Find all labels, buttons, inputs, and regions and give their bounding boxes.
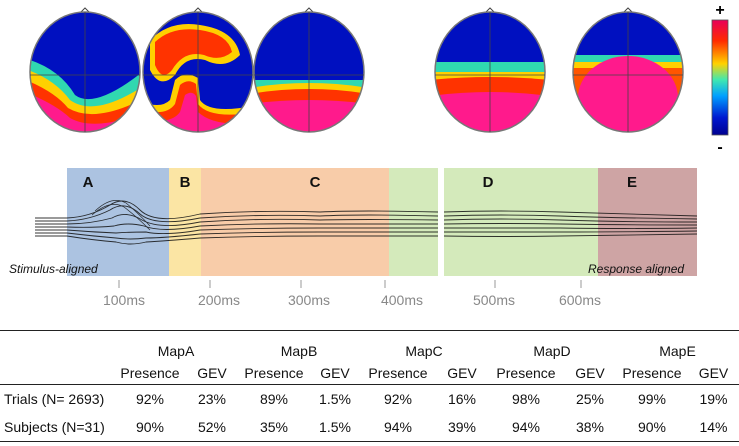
table-cell: 90% (616, 413, 688, 442)
tick-label-200ms: 200ms (198, 292, 240, 308)
table-cell: 25% (564, 384, 616, 413)
topomap-e (572, 7, 684, 133)
time-segments (67, 168, 697, 276)
subheader-row: Presence GEV Presence GEV Presence GEV P… (0, 362, 739, 385)
table-cell: 35% (238, 413, 310, 442)
map-header-d: MapD (488, 330, 616, 362)
color-scale-minus: - (717, 139, 722, 156)
time-axis: 100ms 200ms 300ms 400ms 500ms 600ms (103, 280, 601, 308)
subheader-presence: Presence (244, 365, 304, 381)
map-header-e: MapE (616, 330, 739, 362)
table-cell: 1.5% (310, 413, 360, 442)
color-scale-bar (711, 19, 729, 136)
subheader-gev: GEV (575, 365, 605, 381)
segment-label-d: D (483, 174, 494, 191)
tick-label-300ms: 300ms (288, 292, 330, 308)
segment-label-c: C (310, 174, 321, 191)
empty-corner (0, 330, 114, 362)
color-scale: + - (711, 2, 729, 156)
subheader-gev: GEV (447, 365, 477, 381)
segment-label-e: E (627, 174, 637, 191)
row-label-subjects: Subjects (N=31) (0, 413, 114, 442)
tick-label-500ms: 500ms (473, 292, 515, 308)
results-table: MapA MapB MapC MapD MapE Presence GEV Pr… (0, 330, 739, 442)
tick-label-400ms: 400ms (381, 292, 423, 308)
subheader-presence: Presence (120, 365, 180, 381)
topomap-d (434, 7, 546, 133)
table-cell: 90% (114, 413, 186, 442)
segment-d-band (444, 168, 598, 276)
table-cell: 1.5% (310, 384, 360, 413)
map-header-a: MapA (114, 330, 238, 362)
table-cell: 94% (360, 413, 436, 442)
table-cell: 89% (238, 384, 310, 413)
response-aligned-label: Response aligned (588, 262, 684, 276)
table-cell: 94% (488, 413, 564, 442)
table-cell: 52% (186, 413, 238, 442)
table-cell: 92% (114, 384, 186, 413)
row-label-trials: Trials (N= 2693) (0, 384, 114, 413)
segment-c-band (201, 168, 389, 276)
erp-waveforms-response (443, 210, 698, 237)
table-cell: 92% (360, 384, 436, 413)
table-cell: 16% (436, 384, 488, 413)
table-cell: 38% (564, 413, 616, 442)
subheader-gev: GEV (197, 365, 227, 381)
table-cell: 19% (688, 384, 739, 413)
subheader-gev: GEV (698, 365, 729, 381)
segment-b-band (169, 168, 201, 276)
segment-c-green-band (389, 168, 438, 276)
table-cell: 14% (688, 413, 739, 442)
map-header-c: MapC (360, 330, 488, 362)
segment-label-b: B (180, 174, 191, 191)
tick-label-600ms: 600ms (559, 292, 601, 308)
table-row: Subjects (N=31) 90% 52% 35% 1.5% 94% 39%… (0, 413, 739, 442)
subheader-presence: Presence (622, 365, 682, 381)
map-header-b: MapB (238, 330, 360, 362)
topomap-c (253, 7, 365, 133)
stimulus-aligned-label: Stimulus-aligned (9, 262, 98, 276)
table-cell: 99% (616, 384, 688, 413)
segment-label-a: A (83, 174, 94, 191)
subheader-presence: Presence (368, 365, 428, 381)
color-scale-plus: + (715, 2, 724, 19)
tick-label-100ms: 100ms (103, 292, 145, 308)
subheader-presence: Presence (496, 365, 556, 381)
subheader-gev: GEV (320, 365, 350, 381)
table-cell: 23% (186, 384, 238, 413)
erp-figure: + - A B C D E Sti (9, 2, 729, 308)
segment-labels: A B C D E (83, 174, 637, 191)
map-header-row: MapA MapB MapC MapD MapE (0, 330, 739, 362)
table-row: Trials (N= 2693) 92% 23% 89% 1.5% 92% 16… (0, 384, 739, 413)
topomap-a (29, 7, 141, 133)
table-cell: 98% (488, 384, 564, 413)
table-cell: 39% (436, 413, 488, 442)
empty-subheader-cell (0, 362, 114, 385)
erp-waveforms-stimulus (35, 200, 439, 245)
topomap-b (142, 7, 254, 133)
segment-a-band (67, 168, 169, 276)
